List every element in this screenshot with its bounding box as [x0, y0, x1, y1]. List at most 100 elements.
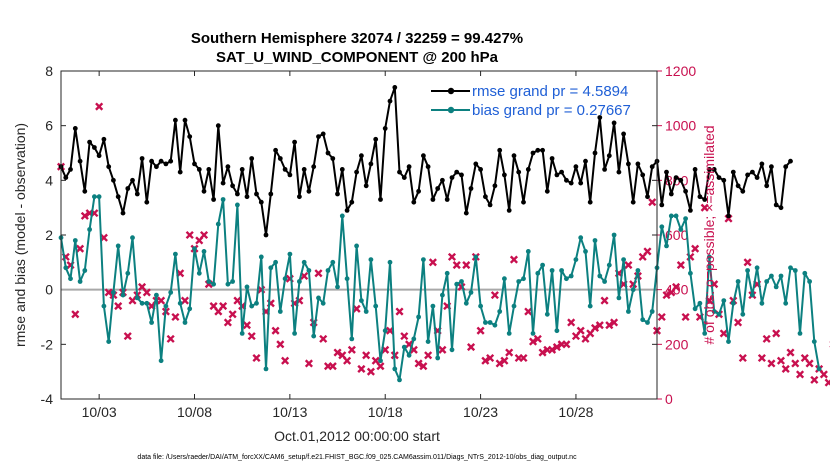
- nobs-point-stroke: [800, 353, 809, 363]
- bias-point: [316, 295, 321, 301]
- y-tick-label: 4: [45, 172, 53, 188]
- nobs-point-stroke: [600, 296, 609, 305]
- rmse-point: [134, 191, 140, 197]
- nobs-point-stroke: [533, 334, 542, 343]
- y-axis-label-right: # of obs: o=possible; ×=assimilated: [701, 125, 717, 344]
- bias-point: [273, 259, 278, 265]
- nobs-point: [509, 255, 519, 264]
- rmse-point: [726, 213, 731, 219]
- rmse-point: [301, 167, 307, 172]
- bias-point: [111, 290, 116, 295]
- bias-point: [473, 254, 479, 260]
- bias-point: [678, 227, 684, 232]
- nobs-point: [500, 356, 509, 365]
- rmse-point: [139, 156, 145, 161]
- bias-point: [139, 300, 145, 306]
- nobs-point: [438, 345, 447, 354]
- bias-point: [325, 268, 331, 273]
- rmse-point: [115, 194, 121, 200]
- nobs-point: [185, 230, 194, 240]
- bias-point: [444, 270, 450, 276]
- nobs-point-stroke: [657, 312, 666, 322]
- rmse-point: [549, 156, 555, 161]
- nobs-point-stroke: [276, 340, 285, 349]
- rmse-point: [769, 164, 774, 170]
- chart-title: Southern Hemisphere 32074 / 32259 = 99.4…: [191, 30, 523, 47]
- bias-point: [163, 303, 169, 309]
- bias-point: [373, 303, 379, 309]
- rmse-point: [258, 199, 264, 205]
- bias-point: [311, 333, 317, 339]
- rmse-point: [778, 205, 784, 211]
- rmse-point: [330, 156, 336, 161]
- rmse-point: [72, 125, 78, 131]
- nobs-point-stroke: [528, 337, 538, 346]
- bias-point: [125, 270, 131, 276]
- nobs-point-stroke: [552, 343, 561, 352]
- bias-series: [58, 194, 822, 383]
- bias-point: [463, 300, 469, 306]
- nobs-point-stroke: [228, 310, 237, 319]
- rmse-point: [106, 164, 112, 170]
- bias-point: [368, 257, 374, 262]
- bias-point: [621, 257, 626, 262]
- nobs-point: [247, 332, 256, 341]
- bias-point: [230, 279, 236, 284]
- bias-point: [192, 246, 197, 252]
- rmse-point: [721, 177, 727, 183]
- nobs-point-stroke: [719, 329, 728, 338]
- rmse-point: [316, 134, 321, 140]
- rmse-point: [754, 175, 760, 181]
- bias-point: [587, 303, 593, 309]
- bias-point: [811, 339, 817, 344]
- rmse-point: [425, 164, 431, 170]
- nobs-point-stroke: [495, 359, 504, 368]
- nobs-point-stroke: [452, 261, 461, 270]
- x-tick-label: 10/18: [368, 404, 403, 420]
- nobs-point: [505, 348, 514, 357]
- nobs-point-stroke: [338, 351, 347, 360]
- nobs-point: [180, 296, 190, 305]
- rmse-point: [206, 167, 212, 172]
- rmse-point: [630, 199, 636, 205]
- rmse-point: [158, 158, 164, 164]
- bias-point: [640, 317, 646, 323]
- rmse-point: [120, 210, 126, 216]
- rmse-point: [497, 147, 503, 153]
- y-right-tick-label: 200: [665, 336, 689, 352]
- nobs-point: [452, 261, 461, 270]
- bias-point: [711, 309, 717, 314]
- rmse-point: [406, 164, 412, 170]
- bias-point: [502, 276, 507, 282]
- rmse-point: [640, 172, 646, 178]
- bias-point: [249, 303, 255, 309]
- nobs-point: [123, 332, 132, 341]
- rmse-point: [616, 169, 622, 175]
- bias-point: [168, 290, 174, 295]
- rmse-point: [154, 164, 159, 170]
- nobs-point: [343, 356, 352, 365]
- y-right-tick-label: 600: [665, 227, 689, 243]
- nobs-point: [538, 348, 547, 357]
- nobs-point: [776, 356, 786, 365]
- nobs-point-stroke: [409, 345, 418, 354]
- nobs-point: [314, 269, 323, 278]
- nobs-point-stroke: [762, 334, 771, 343]
- rmse-point: [564, 177, 569, 183]
- rmse-point: [459, 172, 464, 178]
- bias-point: [544, 311, 550, 317]
- bias-point: [287, 251, 293, 257]
- bias-point: [392, 366, 398, 372]
- y-right-tick-label: 0: [665, 391, 673, 407]
- nobs-point-stroke: [314, 269, 323, 278]
- rmse-point: [568, 180, 574, 186]
- bias-point: [63, 265, 69, 271]
- bias-point: [196, 270, 202, 276]
- rmse-point: [683, 188, 688, 194]
- nobs-point-stroke: [376, 362, 385, 371]
- nobs-point: [795, 370, 805, 379]
- rmse-point: [263, 232, 269, 238]
- nobs-point-stroke: [142, 288, 151, 297]
- rmse-point: [187, 134, 193, 140]
- bias-point: [320, 300, 326, 306]
